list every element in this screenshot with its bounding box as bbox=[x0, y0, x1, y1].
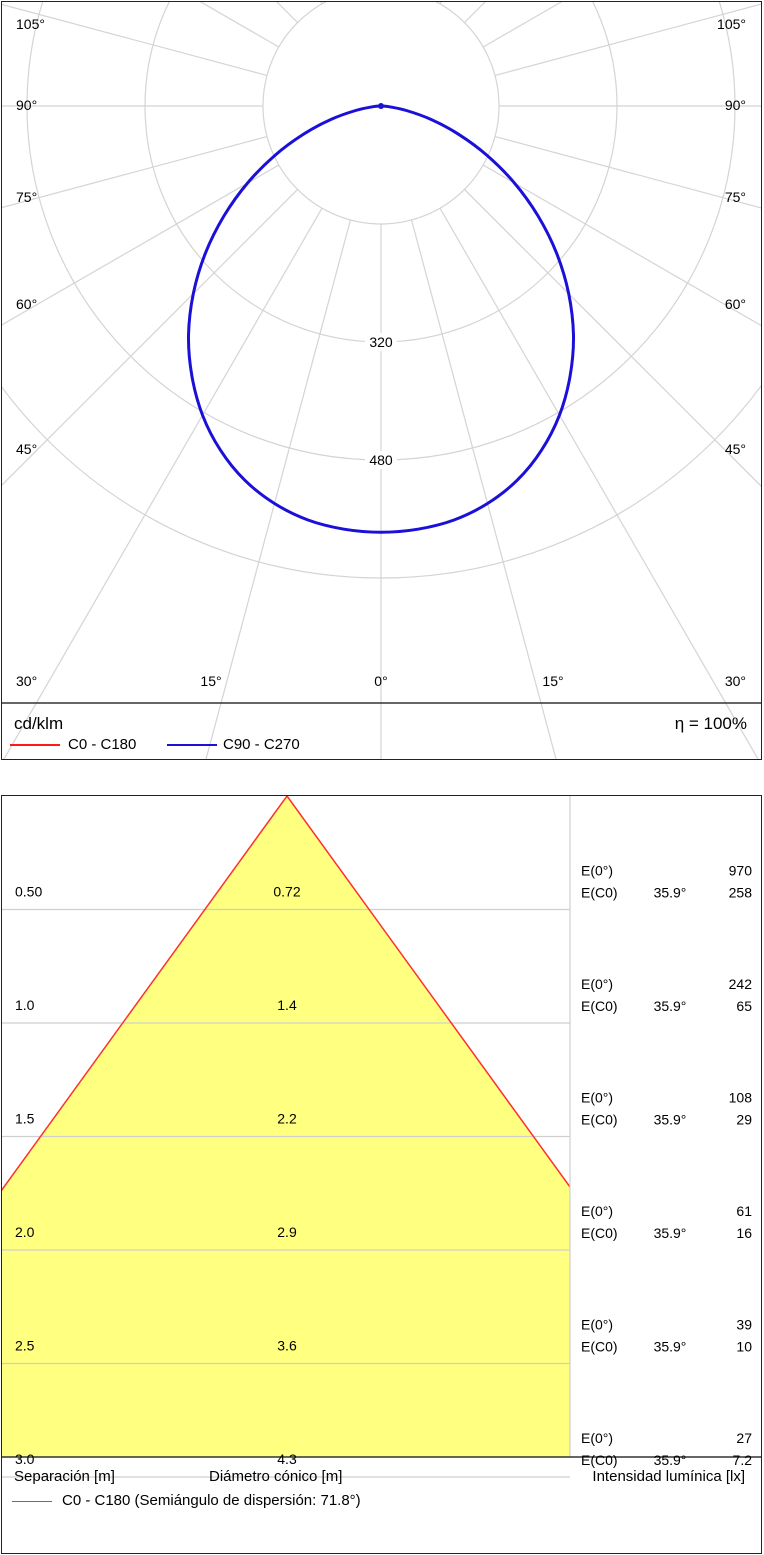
unit-label: cd/klm bbox=[14, 714, 64, 733]
e0-label: E(0°) bbox=[581, 1203, 613, 1219]
diameter-label: 0.72 bbox=[273, 884, 300, 900]
diameter-label: 1.4 bbox=[277, 997, 297, 1013]
cone-edge-right bbox=[286, 796, 570, 1189]
radial-label-320: 320 bbox=[369, 334, 393, 350]
e0-label: E(0°) bbox=[581, 1317, 613, 1333]
separation-label: 2.5 bbox=[15, 1338, 35, 1354]
polar-spoke bbox=[2, 164, 280, 326]
separation-label: 2.0 bbox=[15, 1224, 35, 1240]
ec0-value: 10 bbox=[736, 1339, 752, 1355]
polar-chart: 320 480 105° 90° 75° 60° 45° 30° 105° 90° 75° 60° 45… bbox=[2, 2, 761, 759]
separation-label: 1.5 bbox=[15, 1111, 35, 1127]
polar-spoke bbox=[276, 2, 298, 23]
ec0-angle: 35.9° bbox=[654, 998, 687, 1014]
e0-label: E(0°) bbox=[581, 1090, 613, 1106]
angle-label-right: 60° bbox=[725, 296, 746, 312]
e0-label: E(0°) bbox=[581, 976, 613, 992]
e0-value: 108 bbox=[729, 1090, 753, 1106]
header-intensity: Intensidad lumínica [lx] bbox=[592, 1468, 745, 1485]
ec0-angle: 35.9° bbox=[654, 1225, 687, 1241]
e0-label: E(0°) bbox=[581, 863, 613, 879]
polar-spoke bbox=[494, 3, 761, 77]
legend-c0-label: C0 - C180 bbox=[68, 736, 137, 753]
e0-value: 39 bbox=[736, 1317, 752, 1333]
angle-label-left: 105° bbox=[16, 16, 45, 32]
radial-label-bg bbox=[365, 333, 397, 351]
polar-spoke bbox=[2, 135, 268, 209]
polar-spoke bbox=[3, 207, 323, 759]
angle-label-bottom: 15° bbox=[542, 673, 563, 689]
angle-label-left: 90° bbox=[16, 97, 37, 113]
angle-label-left: 30° bbox=[16, 673, 37, 689]
ec0-angle: 35.9° bbox=[654, 1452, 687, 1468]
ec0-value: 29 bbox=[736, 1112, 752, 1128]
ec0-angle: 35.9° bbox=[654, 1112, 687, 1128]
ec0-value: 258 bbox=[729, 885, 753, 901]
cone-legend-line bbox=[12, 1501, 52, 1502]
polar-spoke bbox=[439, 207, 759, 759]
separation-label: 0.50 bbox=[15, 884, 42, 900]
header-diameter: Diámetro cónico [m] bbox=[209, 1468, 343, 1485]
polar-spoke bbox=[2, 3, 268, 77]
angle-label-left: 75° bbox=[16, 189, 37, 205]
ec0-value: 7.2 bbox=[733, 1452, 753, 1468]
ec0-value: 65 bbox=[736, 998, 752, 1014]
separation-label: 1.0 bbox=[15, 997, 35, 1013]
header-separation: Separación [m] bbox=[14, 1468, 115, 1485]
polar-spoke bbox=[2, 189, 298, 486]
ec0-label: E(C0) bbox=[581, 1452, 618, 1468]
angle-label-left: 45° bbox=[16, 441, 37, 457]
diameter-label: 2.9 bbox=[277, 1224, 297, 1240]
angle-label-right: 90° bbox=[725, 97, 746, 113]
angle-label-right: 105° bbox=[717, 16, 746, 32]
angle-label-right: 75° bbox=[725, 189, 746, 205]
radial-label-bg bbox=[365, 451, 397, 469]
series-c90-c270-apex bbox=[378, 103, 384, 109]
separation-label: 3.0 bbox=[15, 1451, 35, 1467]
polar-spoke bbox=[464, 189, 761, 487]
cone-legend-label: C0 - C180 (Semiángulo de dispersión: 71.… bbox=[62, 1492, 361, 1509]
polar-spoke bbox=[494, 135, 761, 209]
radial-label-480: 480 bbox=[369, 452, 393, 468]
cone-chart: 0.50 0.72 E(0°) 970 E(C0) 35.9° 258 1.0 1.4 E(0°)… bbox=[2, 796, 761, 1478]
legend-c90-line bbox=[167, 744, 217, 746]
e0-value: 970 bbox=[729, 863, 753, 879]
diameter-label: 2.2 bbox=[277, 1111, 297, 1127]
series-c90-c270-curve bbox=[186, 104, 576, 534]
ec0-label: E(C0) bbox=[581, 1112, 618, 1128]
polar-spoke bbox=[205, 219, 352, 759]
e0-value: 242 bbox=[729, 976, 753, 992]
ec0-value: 16 bbox=[736, 1225, 752, 1241]
ec0-label: E(C0) bbox=[581, 998, 618, 1014]
angle-label-left: 60° bbox=[16, 296, 37, 312]
legend-c90-label: C90 - C270 bbox=[223, 736, 300, 753]
cone-diagram-panel: 0.50 0.72 E(0°) 970 E(C0) 35.9° 258 1.0 1.4 E(0°)… bbox=[1, 795, 762, 1554]
cone-fill bbox=[2, 796, 570, 1457]
polar-spoke bbox=[439, 2, 442, 5]
efficiency-label: η = 100% bbox=[674, 714, 747, 733]
angle-label-right: 30° bbox=[725, 673, 746, 689]
ec0-angle: 35.9° bbox=[654, 885, 687, 901]
polar-spoke bbox=[320, 2, 323, 5]
diameter-label: 3.6 bbox=[277, 1338, 297, 1354]
e0-value: 61 bbox=[736, 1203, 752, 1219]
polar-ring-160 bbox=[262, 2, 500, 225]
polar-diagram-panel: 320 480 105° 90° 75° 60° 45° 30° 105° 90° 75° 60° 45… bbox=[1, 1, 762, 760]
angle-label-bottom: 15° bbox=[200, 673, 221, 689]
legend-c0-line bbox=[10, 744, 60, 746]
e0-label: E(0°) bbox=[581, 1430, 613, 1446]
cone-edge-left bbox=[2, 796, 288, 1191]
ec0-angle: 35.9° bbox=[654, 1339, 687, 1355]
angle-label-right: 45° bbox=[725, 441, 746, 457]
ec0-label: E(C0) bbox=[581, 885, 618, 901]
diameter-label: 4.3 bbox=[277, 1451, 297, 1467]
e0-value: 27 bbox=[736, 1430, 752, 1446]
ec0-label: E(C0) bbox=[581, 1225, 618, 1241]
polar-spoke bbox=[410, 219, 557, 759]
ec0-label: E(C0) bbox=[581, 1339, 618, 1355]
polar-spoke bbox=[482, 164, 761, 327]
angle-label-bottom: 0° bbox=[374, 673, 387, 689]
